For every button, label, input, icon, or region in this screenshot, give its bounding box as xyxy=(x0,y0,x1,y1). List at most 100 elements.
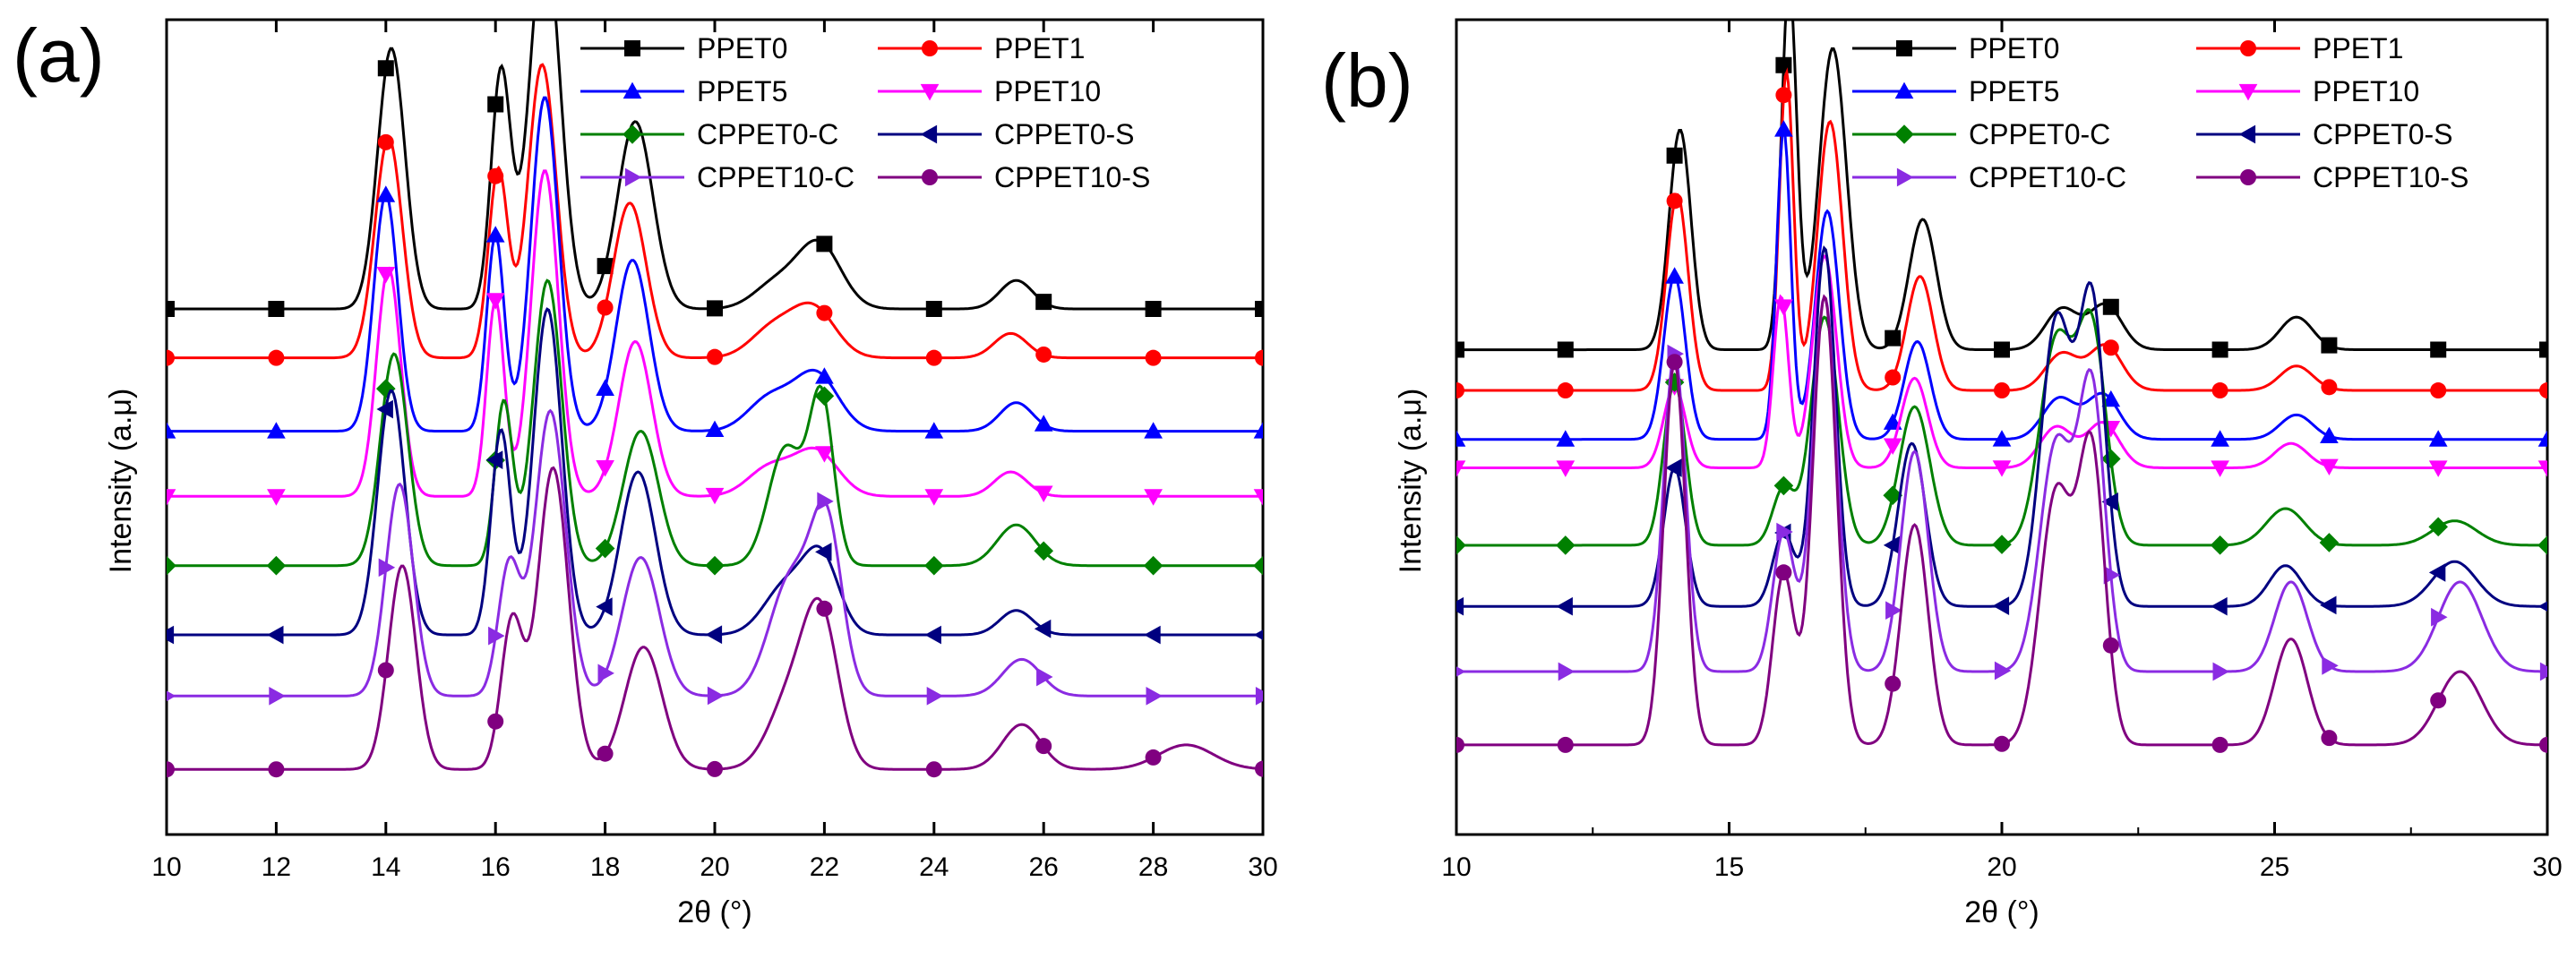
legend-marker xyxy=(2238,83,2258,101)
data-point xyxy=(1994,735,2010,752)
data-point xyxy=(1255,760,1263,777)
data-point xyxy=(1255,301,1263,318)
x-tick-label: 25 xyxy=(2260,852,2289,882)
data-point xyxy=(1253,555,1263,576)
data-point xyxy=(1775,87,1792,104)
data-point xyxy=(267,422,286,439)
data-point xyxy=(167,555,176,576)
data-point xyxy=(2320,595,2337,615)
x-tick-label: 28 xyxy=(1138,852,1168,882)
data-point xyxy=(2101,449,2121,469)
legend-item: CPPET0-C xyxy=(1852,118,2110,150)
data-point xyxy=(2537,601,2547,612)
x-tick-label: 18 xyxy=(590,852,620,882)
data-point xyxy=(268,349,285,366)
data-point xyxy=(2539,736,2547,753)
data-point xyxy=(2430,692,2447,709)
series-cppet10-c xyxy=(167,408,1263,706)
legend-label: CPPET0-C xyxy=(697,118,838,150)
x-tick-label: 24 xyxy=(919,852,949,882)
data-point xyxy=(2211,430,2229,447)
data-point xyxy=(1992,460,2012,477)
data-point xyxy=(487,167,504,184)
data-point xyxy=(167,761,175,778)
data-point xyxy=(2321,379,2338,396)
series-ppet5 xyxy=(167,96,1263,439)
data-point xyxy=(1253,489,1263,506)
data-point xyxy=(167,489,176,506)
series-line xyxy=(1456,294,2547,747)
legend-label: PPET10 xyxy=(2313,75,2419,107)
data-point xyxy=(2211,460,2229,477)
data-point xyxy=(1034,415,1053,432)
legend-marker xyxy=(2238,124,2256,144)
legend-item: CPPET0-S xyxy=(878,118,1134,150)
legend-item: CPPET10-S xyxy=(878,161,1150,193)
legend-item: PPET1 xyxy=(2196,32,2403,64)
legend-item: PPET10 xyxy=(878,75,1101,107)
legend-label: CPPET10-S xyxy=(994,161,1150,193)
legend-marker xyxy=(623,81,642,99)
data-point xyxy=(377,60,394,77)
x-axis-label: 2θ (°) xyxy=(677,895,752,929)
data-point xyxy=(376,399,393,419)
data-point xyxy=(1255,686,1263,706)
legend-item: CPPET0-S xyxy=(2196,118,2452,150)
data-point xyxy=(2321,730,2338,747)
legend-label: PPET5 xyxy=(697,75,787,107)
data-point xyxy=(2212,662,2229,681)
data-point xyxy=(707,348,723,365)
data-point xyxy=(1456,382,1464,399)
data-point xyxy=(485,226,505,243)
series-layer xyxy=(1456,20,2547,753)
legend-label: CPPET10-C xyxy=(697,161,854,193)
data-point xyxy=(167,301,175,318)
data-point xyxy=(1665,267,1684,284)
data-point xyxy=(1145,301,1162,318)
data-point xyxy=(924,489,944,506)
y-axis-label: Intensity (a.μ) xyxy=(104,389,138,574)
x-axis-label: 2θ (°) xyxy=(1964,895,2039,929)
data-point xyxy=(2102,298,2119,315)
data-point xyxy=(1775,564,1792,581)
data-point xyxy=(705,487,725,505)
legend-marker xyxy=(1894,81,1914,99)
data-point xyxy=(707,300,723,317)
data-point xyxy=(1885,330,1902,347)
data-point xyxy=(1035,294,1052,311)
data-point xyxy=(1775,56,1792,73)
data-point xyxy=(705,625,723,645)
data-point xyxy=(2428,430,2448,447)
data-point xyxy=(1034,619,1052,638)
y-axis-label: Intensity (a.μ) xyxy=(1394,389,1428,574)
legend-label: PPET1 xyxy=(2313,32,2403,64)
data-point xyxy=(1992,596,2010,616)
legend-marker xyxy=(1896,167,1914,187)
data-point xyxy=(816,304,833,321)
data-point xyxy=(597,745,614,762)
legend-label: PPET1 xyxy=(994,32,1085,64)
data-point xyxy=(2102,339,2119,356)
data-point xyxy=(1665,458,1682,477)
series-cppet0-s xyxy=(1456,244,2547,616)
series-layer xyxy=(167,20,1263,778)
legend-label: PPET0 xyxy=(697,32,787,64)
data-point xyxy=(1994,661,2012,681)
data-point xyxy=(924,555,944,576)
panel-label-a: (a) xyxy=(13,13,105,98)
data-point xyxy=(1255,349,1263,366)
series-ppet1 xyxy=(1456,67,2547,399)
data-point xyxy=(1992,535,2012,554)
x-tick-label: 10 xyxy=(1441,852,1471,882)
data-point xyxy=(1776,522,1793,542)
series-ppet1 xyxy=(167,63,1263,366)
data-point xyxy=(924,625,941,645)
data-point xyxy=(1773,475,1794,496)
legend-label: CPPET0-C xyxy=(1969,118,2110,150)
series-cppet0-c xyxy=(1456,308,2547,555)
data-point xyxy=(816,600,833,617)
data-point xyxy=(814,386,835,407)
legend-label: CPPET10-C xyxy=(1969,161,2126,193)
legend-marker xyxy=(1896,40,1912,56)
data-point xyxy=(595,538,615,559)
